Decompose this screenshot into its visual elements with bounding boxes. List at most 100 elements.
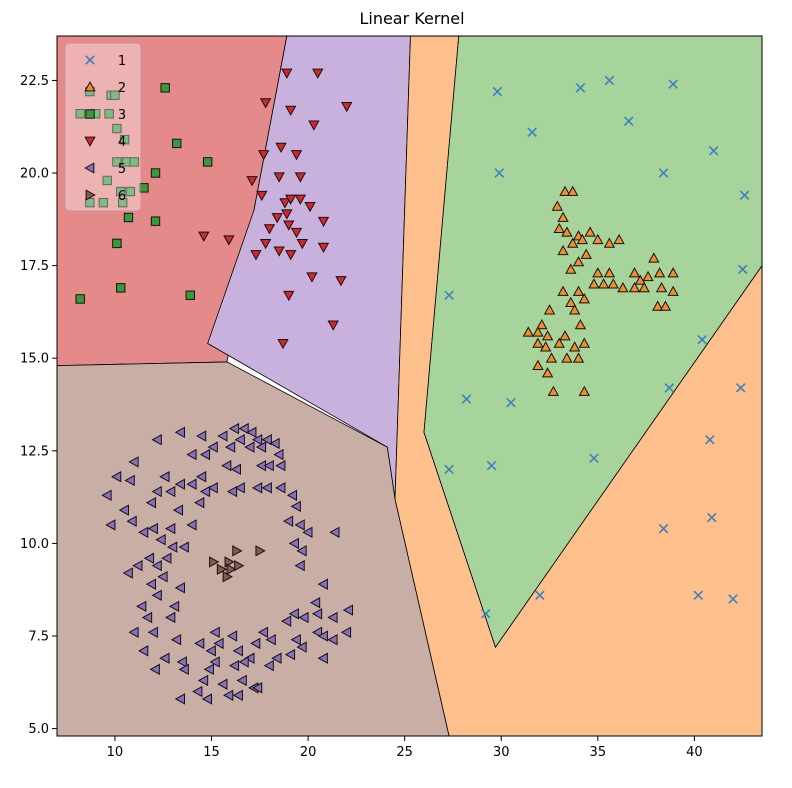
- point-class-5: [327, 634, 338, 646]
- point-class-1: [664, 383, 675, 393]
- point-class-4: [317, 242, 330, 253]
- point-class-5: [199, 485, 211, 498]
- x-tick-label: 30: [493, 745, 510, 760]
- point-class-2: [613, 233, 625, 245]
- data-points: [75, 68, 750, 705]
- point-class-5: [342, 604, 354, 616]
- point-class-3: [98, 197, 109, 208]
- point-class-4: [327, 320, 339, 331]
- point-class-2: [539, 341, 552, 352]
- point-class-6: [255, 545, 266, 557]
- point-class-3: [185, 290, 195, 300]
- point-class-5: [265, 634, 276, 646]
- point-class-5: [311, 608, 323, 620]
- point-class-5: [238, 656, 249, 668]
- point-class-4: [304, 202, 316, 213]
- point-class-1: [589, 453, 599, 463]
- point-class-5: [317, 630, 328, 642]
- point-class-5: [250, 637, 261, 650]
- point-class-2: [603, 267, 616, 278]
- legend-label: 6: [118, 189, 126, 204]
- point-class-6: [209, 556, 220, 568]
- point-class-5: [207, 441, 218, 453]
- point-class-4: [306, 272, 318, 283]
- point-class-4: [308, 120, 320, 131]
- x-tick-label: 20: [300, 745, 317, 760]
- point-class-5: [111, 471, 122, 483]
- point-class-1: [481, 609, 491, 619]
- point-class-4: [285, 250, 297, 261]
- y-tick-label: 20.0: [20, 167, 49, 182]
- point-class-2: [568, 341, 581, 352]
- point-class-1: [707, 512, 717, 523]
- point-class-5: [192, 685, 203, 698]
- plot-frame: [56, 35, 763, 737]
- point-class-4: [294, 172, 307, 183]
- point-class-6: [234, 559, 245, 572]
- point-class-5: [149, 663, 160, 676]
- point-class-4: [271, 213, 283, 224]
- point-class-4: [296, 239, 308, 250]
- point-class-3: [75, 109, 85, 119]
- point-class-5: [288, 608, 299, 620]
- x-tick-label: 10: [107, 745, 124, 760]
- point-class-1: [461, 394, 472, 404]
- point-class-2: [557, 211, 569, 222]
- point-class-2: [603, 237, 616, 248]
- point-class-5: [294, 519, 305, 531]
- point-class-5: [329, 526, 340, 538]
- point-class-2: [536, 319, 548, 330]
- y-tick-label: 12.5: [20, 444, 49, 459]
- point-class-5: [165, 485, 176, 498]
- point-class-5: [207, 482, 218, 494]
- point-class-5: [199, 448, 211, 461]
- point-class-5: [309, 596, 321, 609]
- point-class-5: [203, 663, 214, 676]
- point-class-5: [167, 541, 178, 553]
- point-class-4: [279, 198, 291, 209]
- x-tick-label: 15: [203, 745, 220, 760]
- decision-regions: [57, 36, 762, 736]
- point-class-5: [174, 478, 185, 490]
- point-class-4: [312, 68, 324, 79]
- point-class-2: [547, 385, 560, 396]
- point-class-2: [567, 185, 579, 196]
- point-class-2: [574, 319, 587, 330]
- point-class-5: [159, 471, 170, 483]
- point-class-5: [197, 674, 209, 687]
- point-class-1: [705, 434, 715, 445]
- point-class-1: [527, 127, 537, 138]
- point-class-5: [132, 559, 143, 572]
- point-class-3: [85, 197, 95, 208]
- point-class-5: [186, 478, 197, 490]
- point-class-2: [580, 248, 592, 259]
- point-class-5: [170, 634, 182, 646]
- point-class-2: [652, 300, 664, 311]
- point-class-2: [522, 326, 534, 337]
- point-class-1: [658, 168, 669, 178]
- point-class-5: [340, 626, 352, 638]
- point-class-5: [176, 656, 187, 668]
- point-class-2: [576, 233, 589, 245]
- point-class-5: [174, 582, 185, 594]
- point-class-2: [561, 226, 573, 237]
- point-class-2: [572, 256, 585, 267]
- point-class-5: [238, 422, 249, 435]
- point-class-1: [506, 397, 516, 408]
- point-class-4: [273, 246, 285, 257]
- chart-title: Linear Kernel: [359, 9, 464, 28]
- point-class-5: [234, 434, 245, 446]
- point-class-3: [116, 283, 126, 293]
- point-class-5: [186, 448, 197, 461]
- legend-label: 2: [118, 81, 126, 96]
- point-class-3: [112, 123, 122, 134]
- point-class-2: [565, 296, 577, 308]
- point-class-2: [559, 185, 571, 196]
- point-class-4: [283, 220, 295, 231]
- point-class-5: [122, 567, 133, 579]
- legend-marker-2: [84, 81, 96, 92]
- point-class-2: [578, 293, 590, 304]
- point-class-5: [151, 434, 162, 446]
- point-class-4: [317, 216, 330, 228]
- point-class-5: [246, 426, 257, 438]
